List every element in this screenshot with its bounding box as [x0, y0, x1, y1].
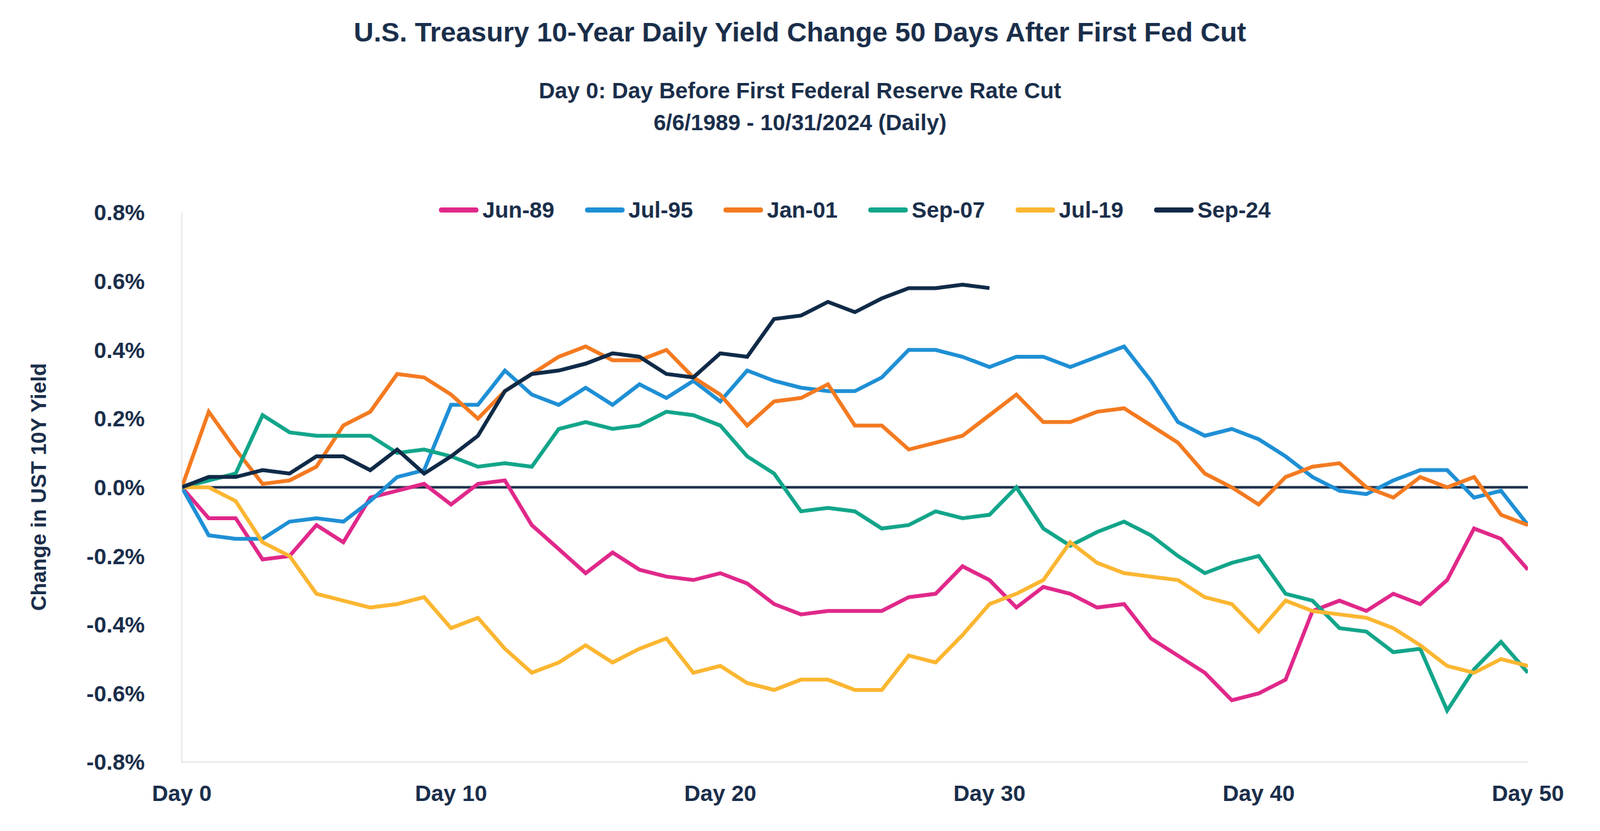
svg-text:0.8%: 0.8%: [93, 199, 145, 225]
html-text:Sep-24: Sep-24: [1197, 197, 1271, 223]
svg-text:0.4%: 0.4%: [93, 337, 145, 363]
html-text:6/6/1989 - 10/31/2024 (Daily): 6/6/1989 - 10/31/2024 (Daily): [653, 109, 947, 135]
svg-text:Day 30: Day 30: [953, 780, 1026, 806]
html-text:Change in UST 10Y Yield: Change in UST 10Y Yield: [26, 362, 51, 611]
svg-text:0.2%: 0.2%: [93, 405, 145, 431]
svg-text:Day 0: Day 0: [151, 780, 212, 806]
svg-text:Day 20: Day 20: [684, 780, 757, 806]
html-text:Jun-89: Jun-89: [482, 197, 555, 223]
svg-text:-0.6%: -0.6%: [86, 680, 145, 706]
svg-text:Day 40: Day 40: [1222, 780, 1296, 806]
svg-text:Day 10: Day 10: [415, 780, 488, 806]
svg-text:0.0%: 0.0%: [93, 474, 145, 500]
html-text:Jan-01: Jan-01: [766, 197, 838, 223]
html-text:Jul-95: Jul-95: [628, 197, 693, 223]
html-text:Day 0: Day Before First Federa: Day 0: Day Before First Federal Reserve …: [538, 77, 1062, 103]
svg-text:0.6%: 0.6%: [93, 268, 145, 294]
svg-text:-0.4%: -0.4%: [86, 611, 145, 637]
svg-text:-0.2%: -0.2%: [86, 543, 145, 569]
html-text:Sep-07: Sep-07: [911, 197, 985, 223]
html-text:Jul-19: Jul-19: [1058, 197, 1124, 223]
svg-text:Day 50: Day 50: [1492, 780, 1565, 806]
html-text:U.S. Treasury 10-Year Daily Yi: U.S. Treasury 10-Year Daily Yield Change…: [353, 16, 1247, 48]
svg-text:-0.8%: -0.8%: [86, 748, 145, 774]
